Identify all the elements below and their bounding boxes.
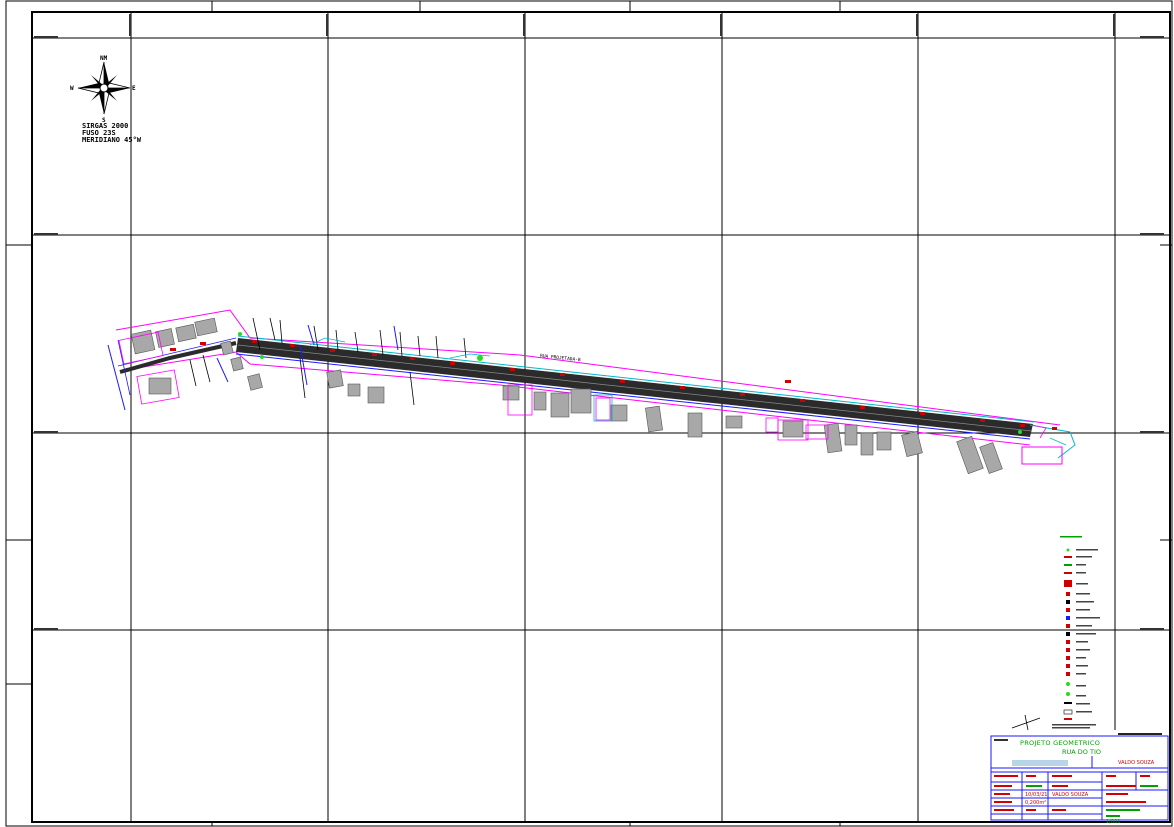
marker-icon xyxy=(260,355,264,359)
road-centerline xyxy=(237,344,1033,432)
coordinate-grid xyxy=(32,12,1170,822)
survey-arrow-icon xyxy=(1011,714,1041,731)
road-east-end xyxy=(1029,424,1076,459)
building xyxy=(687,412,703,438)
responsible-short: VALDO SOUZA xyxy=(1052,792,1089,798)
building xyxy=(194,317,218,337)
building xyxy=(502,385,520,401)
crs-datum: SIRGAS 2000 xyxy=(82,122,128,130)
utility-ticks xyxy=(189,317,467,406)
date-value: 10/03/21 xyxy=(1025,792,1048,798)
title-block-owner-mark xyxy=(994,739,1008,741)
grid-coordinate-marks xyxy=(34,14,1164,630)
title-block-frame xyxy=(990,735,1169,821)
green-markers xyxy=(238,332,1022,434)
marker-icon xyxy=(477,355,483,361)
legend-symbols xyxy=(1063,548,1073,720)
building xyxy=(550,392,570,418)
area-value: 0,200m² xyxy=(1025,800,1047,806)
sheet-code-mark xyxy=(1118,733,1162,735)
cyan-fragments xyxy=(309,337,1067,446)
title-block-highlight xyxy=(1012,760,1068,766)
building xyxy=(148,377,172,395)
building xyxy=(220,340,234,356)
title-block-red-labels xyxy=(994,775,1150,811)
legend-text-lines xyxy=(1052,549,1100,729)
lot-line-north xyxy=(115,309,1061,426)
road-west-stub xyxy=(119,341,237,374)
building xyxy=(844,424,858,446)
crs-meridian: MERIDIANO 45°W xyxy=(82,136,142,144)
building xyxy=(247,373,263,391)
road-pavement xyxy=(236,338,1033,437)
building xyxy=(570,388,592,414)
building xyxy=(901,431,923,457)
building xyxy=(175,323,197,343)
building xyxy=(823,422,843,454)
building xyxy=(533,391,547,411)
responsible-name: VALDO SOUZA xyxy=(1118,760,1155,766)
buildings xyxy=(130,317,1003,475)
title-block-green-fill xyxy=(1026,785,1158,817)
street-name: RUA DO TIO xyxy=(1062,748,1101,756)
crs-zone: FUSO 23S xyxy=(82,129,116,137)
building xyxy=(956,435,984,475)
east-label: E xyxy=(132,85,136,92)
building xyxy=(155,328,175,348)
north-arrow: NM E W S xyxy=(70,55,136,124)
building xyxy=(130,329,156,355)
building xyxy=(979,442,1003,474)
road-stations xyxy=(170,340,1057,430)
compass-rose-icon xyxy=(77,61,131,115)
building xyxy=(230,356,244,372)
building xyxy=(782,420,804,438)
street-label: RUA PROJETADA-B xyxy=(540,353,581,363)
building xyxy=(610,404,628,422)
marker-icon xyxy=(238,332,242,336)
pipe-lines xyxy=(216,324,399,386)
marker-icon xyxy=(1018,430,1022,434)
building xyxy=(725,415,743,429)
project-title: PROJETO GEOMETRICO xyxy=(1020,739,1101,747)
outer-sheet-border xyxy=(5,0,1173,827)
lot-line-south xyxy=(124,351,1031,446)
curb-south xyxy=(235,353,1031,440)
sheet-number: 1/001 xyxy=(1106,819,1121,825)
road-corridor xyxy=(107,309,1076,465)
drawing-frame xyxy=(31,11,1171,823)
legend-column xyxy=(1052,536,1100,729)
building xyxy=(326,369,344,389)
north-label: NM xyxy=(100,55,108,62)
building xyxy=(876,431,892,451)
south-label: S xyxy=(102,117,106,124)
lot-outlines xyxy=(118,331,829,441)
west-label: W xyxy=(70,85,74,92)
building xyxy=(860,432,874,456)
curb-north xyxy=(237,335,1035,423)
edge-ticks xyxy=(6,1,1172,826)
crs-note: SIRGAS 2000 FUSO 23S MERIDIANO 45°W xyxy=(82,122,142,144)
building xyxy=(347,383,361,397)
building xyxy=(367,386,385,404)
building xyxy=(645,405,663,433)
